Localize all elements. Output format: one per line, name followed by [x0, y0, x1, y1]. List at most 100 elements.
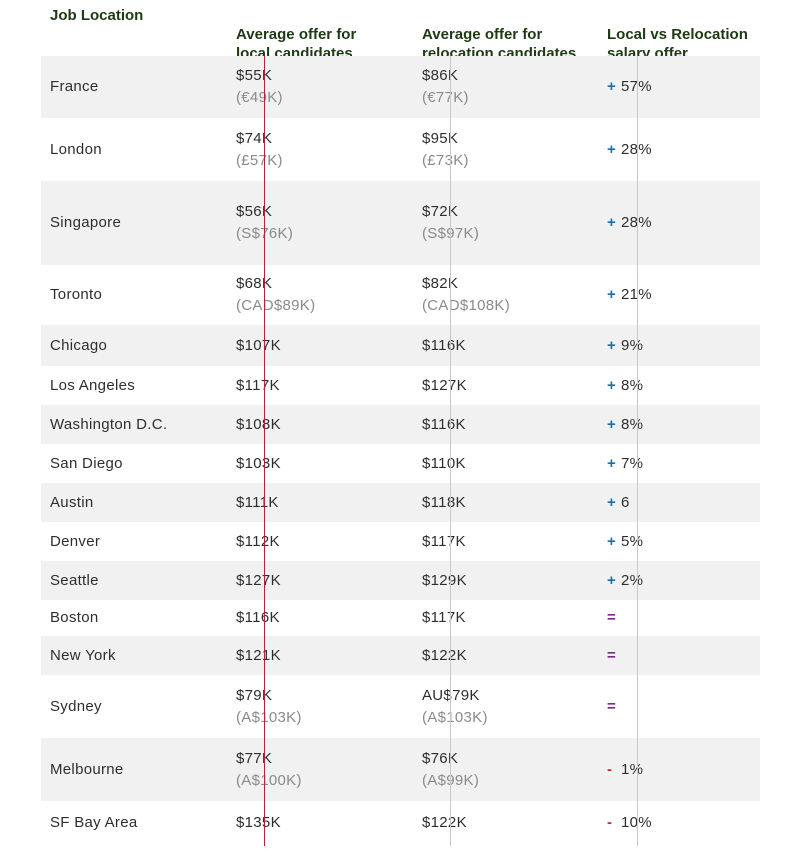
relocation-offer-usd: $129K: [422, 571, 467, 589]
comparison-value: +28%: [607, 212, 652, 234]
table-row: SF Bay Area $135K $122K -10%: [41, 801, 760, 845]
comparison-value: +28%: [607, 139, 652, 161]
local-offer-cell: $55K (€49K): [236, 56, 283, 118]
comparison-percent: 57%: [621, 76, 652, 98]
comparison-percent: 21%: [621, 284, 652, 306]
table-row: New York $121K $122K =: [41, 636, 760, 675]
comparison-percent: 1%: [621, 760, 644, 778]
location-cell: Melbourne: [50, 738, 124, 801]
location-name: SF Bay Area: [50, 814, 138, 831]
comparison-cell: -10%: [607, 801, 652, 845]
relocation-offer-usd: $95K: [422, 129, 459, 147]
relocation-offer-usd: $86K: [422, 67, 459, 84]
local-offer-usd: $103K: [236, 454, 281, 472]
relocation-offer-cell: $116K: [422, 405, 466, 444]
comparison-sign: +: [607, 214, 617, 231]
comparison-percent: 9%: [621, 336, 644, 354]
local-offer-usd: $108K: [236, 415, 281, 433]
comparison-sign: +: [607, 140, 617, 158]
local-offer-usd: $55K: [236, 67, 273, 84]
location-cell: Los Angeles: [50, 366, 135, 405]
relocation-offer-cell: $129K: [422, 561, 467, 600]
comparison-sign: +: [607, 78, 617, 95]
table-row: Melbourne$77K(A$100K)$76K(A$99K)-1%: [41, 738, 760, 801]
salary-table: Job Location Average offer for local can…: [41, 0, 760, 853]
relocation-offer-usd: $116K: [422, 336, 466, 354]
local-offer-cell: $116K: [236, 600, 280, 636]
relocation-offer-cell: $86K (€77K): [422, 56, 469, 118]
relocation-offer-currency: (€77K): [422, 89, 469, 106]
location-name: Melbourne: [50, 760, 124, 778]
location-name: Singapore: [50, 214, 122, 231]
local-offer-currency: (A$103K): [236, 708, 302, 726]
comparison-percent: 7%: [621, 454, 644, 472]
local-offer-cell: $103K: [236, 444, 281, 483]
relocation-offer-currency: (CAD$108K): [422, 297, 511, 314]
comparison-value: =: [607, 645, 621, 667]
comparison-cell: +28%: [607, 181, 652, 265]
relocation-offer-currency: (£73K): [422, 151, 469, 169]
relocation-offer-usd: $72K: [422, 203, 459, 220]
comparison-sign: -: [607, 760, 613, 778]
local-offer-usd: $117K: [236, 376, 280, 394]
relocation-offer-cell: $117K: [422, 522, 466, 561]
location-name: Los Angeles: [50, 376, 136, 394]
relocation-offer-cell: $95K (£73K): [422, 118, 469, 181]
relocation-offer-cell: AU$79K(A$103K): [422, 675, 488, 738]
location-cell: Toronto: [50, 265, 102, 325]
location-name: Austin: [50, 493, 94, 511]
local-offer-cell: $56K(S$76K): [236, 181, 293, 265]
location-cell: London: [50, 118, 102, 181]
comparison-sign: =: [607, 697, 617, 715]
comparison-cell: +21%: [607, 265, 652, 325]
header-local-vs-relocation: Local vs Relocation salary offer: [607, 6, 748, 63]
comparison-percent: 8%: [621, 376, 644, 394]
location-cell: San Diego: [50, 444, 123, 483]
header-local-offer: Average offer for local candidates: [236, 6, 356, 63]
comparison-sign: +: [607, 286, 617, 303]
relocation-offer-usd: $110K: [422, 454, 466, 472]
relocation-offer-cell: $110K: [422, 444, 466, 483]
local-offer-usd: $127K: [236, 571, 281, 589]
relocation-offer-usd: $76K: [422, 749, 459, 767]
table-row: Singapore$56K(S$76K)$72K(S$97K)+28%: [41, 181, 760, 265]
header-job-location: Job Location: [50, 6, 143, 25]
table-row: Sydney$79K(A$103K)AU$79K(A$103K)=: [41, 675, 760, 738]
local-offer-cell: $117K: [236, 366, 280, 405]
table-row: France $55K (€49K) $86K (€77K) +57%: [41, 56, 760, 118]
comparison-percent: 28%: [621, 139, 652, 161]
relocation-offer-cell: $82K (CAD$108K): [422, 265, 510, 325]
relocation-offer-currency: (A$103K): [422, 708, 488, 726]
relocation-offer-cell: $116K: [422, 325, 466, 366]
comparison-percent: 28%: [621, 212, 652, 234]
table-row: Denver $112K $117K +5%: [41, 522, 760, 561]
comparison-value: +57%: [607, 76, 652, 98]
relocation-offer-usd: $82K: [422, 275, 459, 292]
comparison-sign: +: [607, 336, 617, 354]
local-offer-usd: $112K: [236, 532, 280, 550]
relocation-offer-usd: $122K: [422, 646, 467, 664]
comparison-percent: 5%: [621, 532, 644, 550]
header-relocation-offer: Average offer for relocation candidates: [422, 6, 576, 63]
relocation-offer-usd: $117K: [422, 532, 466, 550]
location-cell: Singapore: [50, 181, 121, 265]
local-offer-currency: (£57K): [236, 151, 283, 169]
table-row: Washington D.C. $108K $116K +8%: [41, 405, 760, 444]
comparison-sign: =: [607, 646, 617, 664]
comparison-sign: +: [607, 571, 617, 589]
location-cell: Austin: [50, 483, 94, 522]
location-name: Sydney: [50, 697, 102, 715]
comparison-sign: -: [607, 814, 613, 831]
table-row: Boston $116K $117K =: [41, 600, 760, 636]
location-cell: Washington D.C.: [50, 405, 167, 444]
location-name: Boston: [50, 609, 99, 626]
comparison-sign: +: [607, 376, 617, 394]
local-offer-cell: $121K: [236, 636, 281, 675]
location-name: London: [50, 140, 102, 158]
comparison-percent: 2%: [621, 571, 644, 589]
comparison-value: -10%: [607, 812, 652, 834]
table-row: San Diego $103K $110K +7%: [41, 444, 760, 483]
local-offer-usd: $135K: [236, 814, 281, 831]
relocation-offer-usd: $122K: [422, 814, 467, 831]
local-offer-cell: $112K: [236, 522, 280, 561]
